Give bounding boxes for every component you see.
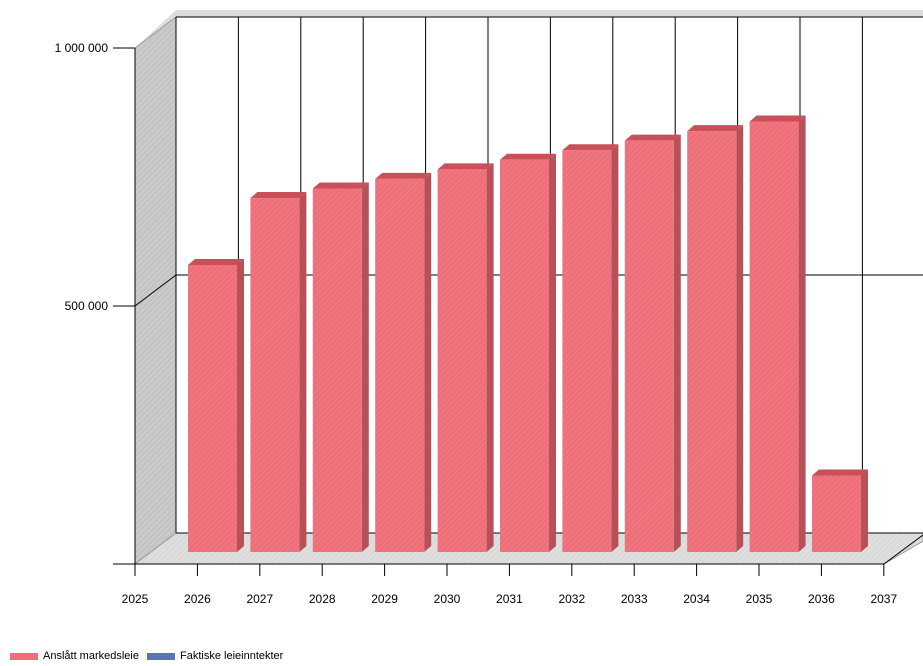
x-tick-label: 2029 (371, 592, 398, 606)
y-tick-label: 1 000 000 (55, 41, 109, 55)
bar (500, 153, 556, 552)
bar (437, 163, 494, 552)
bar-top (312, 182, 369, 189)
top-wall-edge (135, 10, 923, 48)
bar (562, 144, 619, 552)
ticks: 1 000 000 500 000 2025 2026 2027 2028 2029 2030… (55, 41, 898, 606)
bar (250, 192, 307, 552)
legend-swatch (147, 652, 175, 660)
bar-front (687, 131, 737, 552)
bar-top (188, 259, 244, 266)
bar-top (250, 192, 307, 199)
x-tick-label: 2032 (558, 592, 585, 606)
bar-side (361, 182, 369, 552)
bar-side (299, 192, 307, 552)
x-tick-label: 2035 (746, 592, 773, 606)
bars (188, 115, 868, 552)
legend-label: Faktiske leieinntekter (180, 650, 284, 662)
x-tick-label: 2025 (122, 592, 149, 606)
bar (375, 172, 432, 552)
bar-top (562, 144, 619, 151)
grid-line-wall (134, 274, 177, 307)
bar-front (437, 169, 487, 552)
bar (749, 115, 806, 552)
bar-side (486, 163, 494, 552)
bar-side (673, 134, 681, 552)
bar-top (812, 469, 868, 476)
x-tick-label: 2034 (683, 592, 710, 606)
legend-label: Anslått markedsleie (43, 650, 139, 662)
bar-top (624, 134, 681, 141)
bar-front (749, 121, 799, 552)
legend: Anslått markedsleie Faktiske leieinntekte… (10, 648, 283, 664)
bar-front (188, 265, 237, 552)
bar-top (437, 163, 494, 170)
x-tick-label: 2028 (309, 592, 336, 606)
bar-side (424, 172, 432, 552)
bar (312, 182, 369, 552)
x-tick-label: 2030 (434, 592, 461, 606)
bar-front (624, 140, 674, 552)
bar-side (549, 153, 556, 552)
bar (188, 259, 244, 552)
legend-item: Anslått markedsleie (10, 650, 139, 662)
bar-top (500, 153, 556, 160)
bar (812, 469, 868, 552)
x-tick-label: 2037 (870, 592, 897, 606)
legend-item: Faktiske leieinntekter (147, 650, 283, 662)
bar-front (250, 198, 300, 552)
bar-side (861, 469, 868, 552)
bar-side (237, 259, 244, 552)
bar-front (562, 150, 612, 552)
bar-top (687, 125, 744, 132)
bar (624, 134, 681, 552)
x-tick-label: 2031 (496, 592, 523, 606)
bar-front (500, 159, 549, 552)
bar-front (312, 188, 362, 552)
bar-side (736, 125, 744, 552)
x-tick-label: 2026 (184, 592, 211, 606)
legend-swatch (10, 652, 38, 660)
y-tick-label: 500 000 (65, 299, 109, 313)
bar-side (611, 144, 619, 552)
x-tick-label: 2027 (246, 592, 273, 606)
bar-front (375, 178, 425, 552)
x-tick-label: 2033 (621, 592, 648, 606)
bar (687, 125, 744, 552)
bar-front (812, 475, 861, 552)
floor-right-edge (883, 534, 923, 565)
bar-side (798, 115, 806, 552)
bar-top (749, 115, 806, 122)
bar-top (375, 172, 432, 179)
x-tick-label: 2036 (808, 592, 835, 606)
